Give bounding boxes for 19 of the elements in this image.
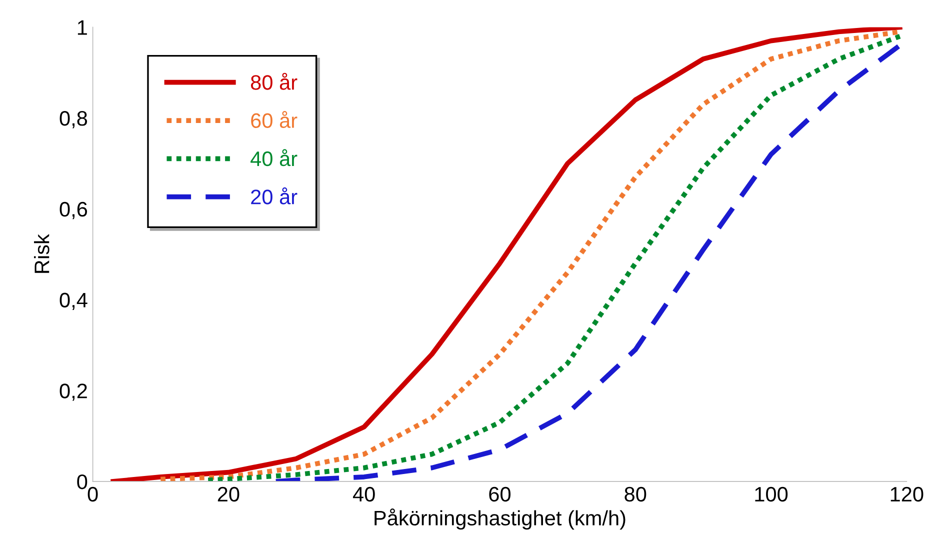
x-tick-label: 60 [489, 486, 510, 502]
y-tick-label: 0,8 [60, 111, 88, 128]
x-tick-label: 0 [88, 486, 98, 502]
x-tick-label: 80 [624, 486, 646, 502]
legend-label: 20 år [251, 187, 298, 204]
y-tick-label: 0,2 [60, 384, 87, 401]
legend-label: 80 år [250, 72, 298, 90]
y-tick-label: 1 [78, 20, 87, 35]
x-tick-label: 40 [352, 486, 375, 502]
y-tick-label: 0,4 [60, 292, 88, 310]
y-tick-label: 0,6 [60, 202, 88, 220]
legend-label: 40 år [250, 149, 298, 166]
y-axis-title: Risk [34, 234, 50, 273]
y-tick-label: 0 [77, 474, 88, 490]
legend-label: 60 år [251, 111, 298, 128]
x-axis-title: Påkörningshastighet (km/h) [374, 508, 626, 530]
x-tick-label: 20 [218, 486, 240, 502]
x-tick-label: 100 [755, 486, 788, 502]
x-tick-label: 120 [890, 486, 924, 502]
